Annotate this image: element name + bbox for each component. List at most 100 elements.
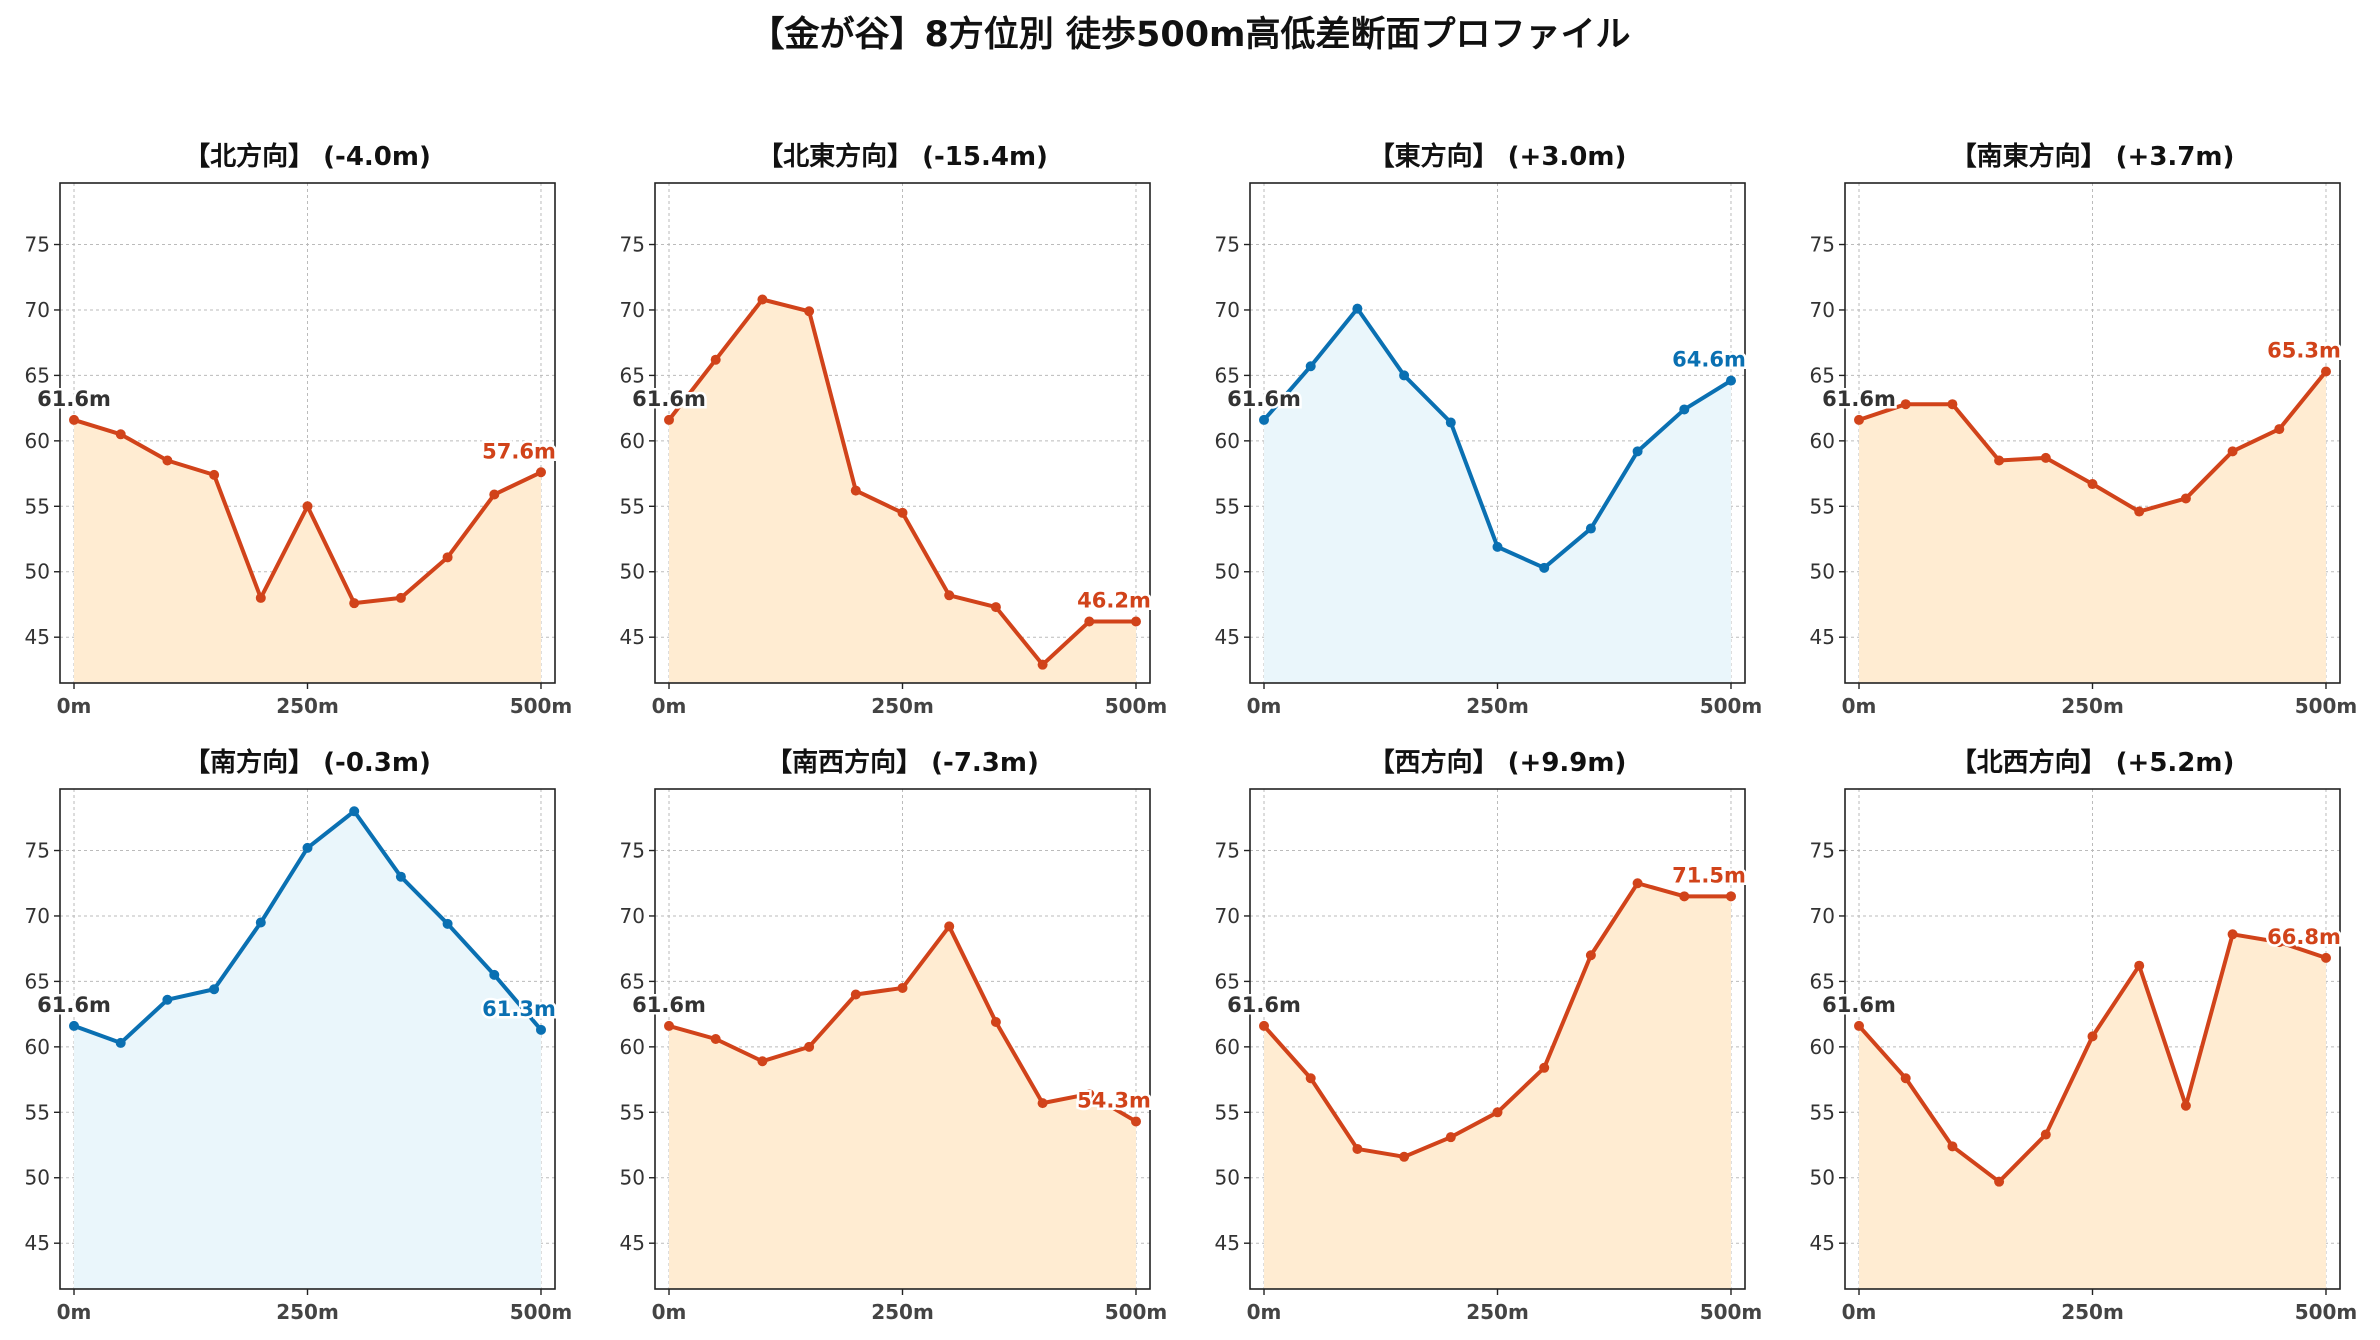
x-tick-label: 500m [1700,694,1763,718]
data-point [69,1020,80,1031]
y-tick-label: 60 [1215,1035,1240,1059]
y-tick-label: 45 [25,625,50,649]
y-tick-label: 75 [1215,839,1240,863]
data-point [349,598,360,609]
y-tick-label: 70 [620,298,645,322]
data-point [2040,452,2051,463]
y-tick-label: 50 [1810,1166,1835,1190]
data-point [1084,1088,1095,1099]
y-tick-label: 60 [620,429,645,453]
y-tick-label: 65 [620,363,645,387]
y-tick-label: 55 [1810,494,1835,518]
data-point [1445,1132,1456,1143]
y-tick-label: 45 [25,1231,50,1255]
data-point [664,1020,675,1031]
end-value-label: 61.3m [482,997,556,1021]
x-tick-label: 250m [871,694,934,718]
start-value-label: 61.6m [632,993,706,1017]
area-fill [74,811,541,1289]
subplot-0: 【北方向】 (-4.0m) 45 50 55 60 65 70 75 0m 250m 500m 61.… [25,141,573,718]
data-point [944,921,955,932]
y-tick-label: 60 [25,429,50,453]
data-point [1854,414,1865,425]
x-tick-label: 0m [1247,694,1282,718]
y-tick-label: 65 [1810,969,1835,993]
data-point [489,969,500,980]
y-tick-label: 70 [1215,904,1240,928]
area-fill [1264,883,1731,1289]
y-tick-label: 50 [25,1166,50,1190]
y-tick-label: 65 [1215,969,1240,993]
data-point [1352,303,1363,314]
data-point [1585,950,1596,961]
data-point [710,354,721,365]
y-tick-label: 55 [25,1100,50,1124]
data-point [1679,891,1690,902]
x-tick-label: 500m [1105,694,1168,718]
figure-title: 【金が谷】8方位別 徒歩500m高低差断面プロファイル [749,15,1631,55]
x-tick-label: 0m [57,694,92,718]
area-fill [74,419,541,683]
subplot-1: 【北東方向】 (-15.4m) 45 50 55 60 65 70 75 0m 250m 500m 6… [620,141,1168,718]
data-point [255,592,266,603]
data-point [1445,417,1456,428]
data-point [255,917,266,928]
data-point [990,602,1001,613]
data-point [757,1056,768,1067]
y-tick-label: 50 [1215,560,1240,584]
data-point [1130,1116,1141,1127]
y-tick-label: 60 [1810,429,1835,453]
data-point [2274,937,2285,948]
data-point [1037,1098,1048,1109]
data-point [1725,375,1736,386]
subplot-title: 【北方向】 (-4.0m) [184,141,431,172]
x-tick-label: 500m [2295,1300,2358,1324]
data-point [1679,404,1690,415]
data-point [442,552,453,563]
x-tick-label: 0m [57,1300,92,1324]
subplot-title: 【南西方向】 (-7.3m) [766,747,1039,778]
start-value-label: 61.6m [37,387,111,411]
end-value-label: 66.8m [2267,925,2341,949]
y-tick-label: 70 [25,904,50,928]
y-tick-label: 50 [620,560,645,584]
y-tick-label: 70 [1810,298,1835,322]
y-tick-label: 75 [1810,839,1835,863]
data-point [850,485,861,496]
data-point [2227,446,2238,457]
data-point [162,994,173,1005]
data-point [1947,399,1958,410]
y-tick-label: 75 [620,839,645,863]
data-point [1037,659,1048,670]
subplot-title: 【西方向】 (+9.9m) [1369,747,1627,778]
y-tick-label: 45 [1215,625,1240,649]
y-tick-label: 55 [1810,1100,1835,1124]
data-point [1539,1062,1550,1073]
data-point [1632,878,1643,889]
data-point [69,414,80,425]
y-tick-label: 70 [1810,904,1835,928]
x-tick-label: 500m [510,1300,573,1324]
data-point [1947,1141,1958,1152]
data-point [990,1016,1001,1027]
y-tick-label: 65 [620,969,645,993]
x-tick-label: 250m [276,1300,339,1324]
x-tick-label: 0m [1842,694,1877,718]
subplot-title: 【南方向】 (-0.3m) [184,747,431,778]
data-point [2320,952,2331,963]
start-value-label: 61.6m [37,993,111,1017]
y-tick-label: 55 [620,494,645,518]
subplot-title: 【北東方向】 (-15.4m) [757,141,1048,172]
y-tick-label: 45 [1810,625,1835,649]
y-tick-label: 50 [1215,1166,1240,1190]
data-point [349,806,360,817]
y-tick-label: 65 [25,969,50,993]
data-point [1492,1107,1503,1118]
y-tick-label: 50 [25,560,50,584]
data-point [1994,1176,2005,1187]
data-point [2320,366,2331,377]
y-tick-label: 50 [1810,560,1835,584]
data-point [1399,370,1410,381]
data-point [302,501,313,512]
y-tick-label: 50 [620,1166,645,1190]
